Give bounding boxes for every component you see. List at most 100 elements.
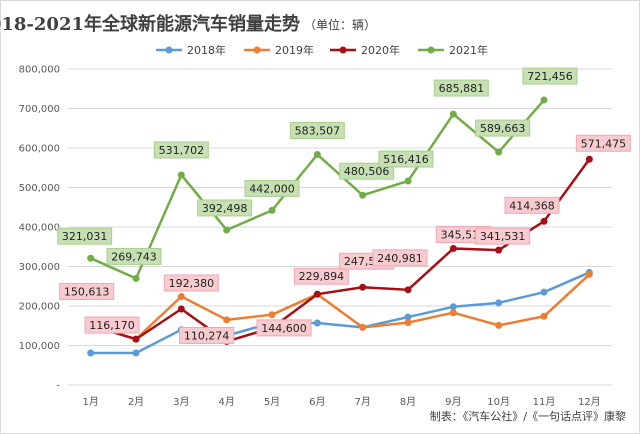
legend-label: 2020年 <box>361 43 400 57</box>
data-point <box>540 288 548 296</box>
data-label-text: 229,894 <box>299 270 345 283</box>
data-point <box>313 319 321 327</box>
data-point <box>223 316 231 324</box>
series-lines <box>87 96 593 357</box>
legend-label: 2018年 <box>187 43 226 57</box>
data-label-box <box>504 196 560 214</box>
data-label-text: 531,702 <box>159 144 205 157</box>
data-label-box <box>163 274 219 292</box>
x-tick-label: 1月 <box>82 396 98 408</box>
data-label: 721,456 <box>522 67 578 85</box>
data-label: 229,894 <box>293 267 349 285</box>
legend-item: 2020年 <box>330 43 400 57</box>
data-point <box>132 349 140 357</box>
series-line <box>90 271 590 355</box>
data-point <box>87 349 95 357</box>
data-label-box <box>153 141 209 159</box>
legend-label: 2019年 <box>275 43 314 57</box>
series-line <box>90 158 591 343</box>
data-label: 531,702 <box>153 141 209 159</box>
data-label-text: 480,506 <box>344 165 390 178</box>
data-label: 516,416 <box>378 150 434 168</box>
data-point <box>585 155 593 163</box>
series-3 <box>87 96 548 282</box>
x-tick-label: 10月 <box>487 396 510 408</box>
data-label-text: 269,743 <box>111 250 157 263</box>
data-label: 442,000 <box>244 179 300 197</box>
y-tick-label: 700,000 <box>19 104 60 115</box>
data-labels: 229,894 150,613 116,170 192,380 110,274 144,6… <box>57 67 631 344</box>
data-point <box>540 217 548 225</box>
data-label-box <box>522 67 578 85</box>
legend-label: 2021年 <box>449 43 488 57</box>
legend-item: 2019年 <box>244 43 314 57</box>
data-point <box>177 171 185 179</box>
data-point <box>177 305 185 313</box>
data-label-box <box>197 199 253 217</box>
data-label: 341,531 <box>475 227 531 245</box>
data-point <box>449 245 457 253</box>
data-label: 571,475 <box>575 134 631 152</box>
data-label: 583,507 <box>289 122 345 140</box>
chart-credit: 制表：《汽车公社》/《一句话点评》康黎 <box>430 409 626 423</box>
y-tick-label: 100,000 <box>19 341 60 352</box>
x-tick-label: 2月 <box>128 396 144 408</box>
data-label-text: 414,368 <box>509 199 555 212</box>
data-point <box>540 96 548 104</box>
data-point <box>223 226 231 234</box>
data-label-text: 516,416 <box>383 153 429 166</box>
data-label-text: 721,456 <box>527 70 573 83</box>
data-label: 150,613 <box>59 283 115 301</box>
data-label: 240,981 <box>372 249 428 267</box>
data-point <box>449 303 457 311</box>
data-label-text: 110,274 <box>184 329 230 342</box>
x-tick-label: 7月 <box>354 396 370 408</box>
y-tick-label: 500,000 <box>19 183 60 194</box>
data-label-box <box>84 316 140 334</box>
y-tick-label: 600,000 <box>19 144 60 155</box>
data-label-box <box>372 249 428 267</box>
data-label-box <box>289 122 345 140</box>
y-tick-label: 800,000 <box>19 65 60 76</box>
x-tick-label: 12月 <box>578 396 601 408</box>
data-label-text: 150,613 <box>64 286 110 299</box>
data-point <box>268 311 276 319</box>
data-label: 116,170 <box>84 316 140 334</box>
data-point <box>495 321 503 329</box>
legend-swatch-marker <box>165 46 173 54</box>
chart-title: 2018-2021年全球新能源汽车销量走势 <box>0 13 300 35</box>
data-label-text: 589,663 <box>480 122 526 135</box>
data-label: 589,663 <box>475 119 531 137</box>
y-tick-label: 200,000 <box>19 302 60 313</box>
data-point <box>404 313 412 321</box>
x-tick-label: 4月 <box>218 396 234 408</box>
data-label: 685,881 <box>433 79 489 97</box>
x-axis: 1月 2月 3月 4月 5月 6月 7月 8月 9月 10月 11月 12月 <box>82 396 600 408</box>
legend-swatch-marker <box>253 46 261 54</box>
x-tick-label: 3月 <box>173 396 189 408</box>
data-label-text: 571,475 <box>581 137 627 150</box>
data-point <box>132 335 140 343</box>
data-label-box <box>293 267 349 285</box>
data-label: 321,031 <box>57 227 113 245</box>
data-label-box <box>59 283 115 301</box>
data-label-text: 321,031 <box>62 230 108 243</box>
data-point <box>359 323 367 331</box>
data-label-box <box>106 247 162 265</box>
data-point <box>540 312 548 320</box>
series-0 <box>87 268 593 357</box>
data-point <box>177 293 185 301</box>
chart-unit-note: （单位：辆） <box>304 17 376 32</box>
data-label-box <box>57 227 113 245</box>
data-label-text: 583,507 <box>295 125 341 138</box>
data-label-box <box>475 227 531 245</box>
data-label-text: 341,531 <box>480 230 526 243</box>
data-point <box>404 286 412 294</box>
data-label-box <box>475 119 531 137</box>
data-label-text: 144,600 <box>261 322 307 335</box>
x-tick-label: 6月 <box>309 396 325 408</box>
data-label-text: 345,519 <box>441 229 487 242</box>
data-point <box>404 319 412 327</box>
data-label-text: 240,981 <box>377 252 423 265</box>
